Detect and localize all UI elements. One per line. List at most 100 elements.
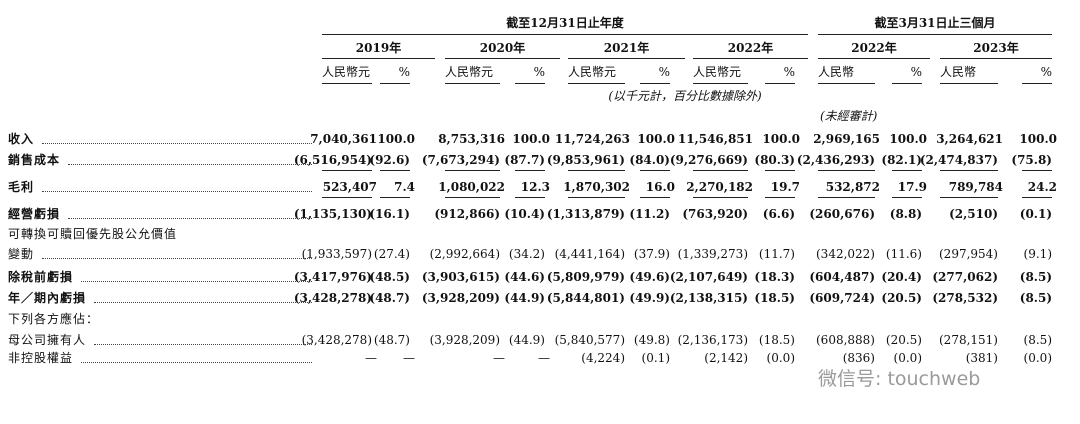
row-label: 非控股權益 (8, 351, 74, 365)
amount-cell: (912,866) (434, 207, 500, 221)
currency-header: 人民幣元 (322, 65, 371, 79)
percent-cell: (20.5) (881, 291, 922, 305)
amount-cell: (3,928,209) (421, 291, 500, 305)
row-label: 變動 (8, 247, 35, 261)
percent-cell: 19.7 (770, 180, 800, 194)
percent-header: % (1040, 65, 1052, 79)
amount-cell: (1,313,879) (546, 207, 625, 221)
row-label: 毛利 (8, 180, 35, 194)
currency-header: 人民幣元 (445, 65, 494, 79)
percent-cell: (9.1) (1023, 247, 1052, 261)
percent-cell: (8.5) (1019, 291, 1052, 305)
dot-leader (68, 164, 312, 165)
year-rule (445, 58, 560, 59)
amount-cell: (2,436,293) (796, 153, 875, 167)
percent-cell: (6.6) (762, 207, 795, 221)
total-rule (892, 170, 922, 171)
percent-cell: (49.9) (629, 291, 670, 305)
amount-cell: 7,040,361 (310, 132, 377, 146)
amount-cell: (1,933,597) (301, 247, 372, 261)
percent-cell: 100.0 (512, 132, 550, 146)
percent-cell: (44.9) (508, 333, 545, 347)
watermark: 微信号: touchweb (818, 368, 981, 390)
group-rule (322, 34, 808, 35)
total-rule (892, 197, 922, 198)
group-title: 截至3月31日止三個月 (874, 16, 996, 30)
amount-cell: (3,903,615) (421, 270, 500, 284)
percent-cell: (75.8) (1011, 153, 1052, 167)
total-rule (322, 170, 372, 171)
percent-cell: 100.0 (1019, 132, 1057, 146)
percent-cell: (11.2) (629, 207, 670, 221)
percent-cell: 12.3 (520, 180, 550, 194)
percent-cell: 7.4 (394, 180, 415, 194)
year-rule (818, 58, 930, 59)
year-header: 2019年 (355, 41, 402, 55)
subheader-rule (445, 83, 500, 84)
amount-cell: (297,954) (939, 247, 998, 261)
total-rule (940, 170, 998, 171)
unit-note: (以千元計，百分比數據除外) (608, 89, 762, 103)
percent-cell: (37.9) (633, 247, 670, 261)
amount-cell: — (365, 351, 377, 365)
amount-cell: (836) (842, 351, 875, 365)
amount-cell: (9,276,669) (669, 153, 748, 167)
total-rule (765, 170, 795, 171)
amount-cell: (2,107,649) (669, 270, 748, 284)
percent-cell: (0.0) (893, 351, 922, 365)
subheader-rule (515, 83, 545, 84)
currency-header: 人民幣元 (693, 65, 742, 79)
row-label: 除稅前虧損 (8, 270, 74, 284)
percent-cell: — (403, 351, 415, 365)
row-label: 經營虧損 (8, 207, 61, 221)
amount-cell: 523,407 (322, 180, 377, 194)
percent-cell: (0.0) (1023, 351, 1052, 365)
percent-cell: (0.0) (766, 351, 795, 365)
percent-cell: (48.7) (373, 333, 410, 347)
amount-cell: (2,510) (949, 207, 998, 221)
total-rule (445, 170, 500, 171)
percent-cell: (18.5) (754, 291, 795, 305)
dot-leader (68, 218, 312, 219)
amount-cell: (3,417,976) (293, 270, 372, 284)
amount-cell: (763,920) (682, 207, 748, 221)
percent-cell: (44.9) (504, 291, 545, 305)
percent-cell: (80.3) (754, 153, 795, 167)
amount-cell: (6,516,954) (293, 153, 372, 167)
year-header: 2023年 (973, 41, 1019, 55)
total-rule (640, 170, 670, 171)
percent-cell: (8.5) (1023, 333, 1052, 347)
percent-cell: 100.0 (637, 132, 675, 146)
amount-cell: 2,969,165 (813, 132, 880, 146)
amount-cell: — (493, 351, 505, 365)
percent-cell: (8.5) (1019, 270, 1052, 284)
percent-cell: (20.5) (885, 333, 922, 347)
amount-cell: (342,022) (816, 247, 875, 261)
percent-cell: (84.0) (629, 153, 670, 167)
currency-header: 人民幣 (940, 65, 977, 79)
percent-cell: (49.8) (633, 333, 670, 347)
currency-header: 人民幣 (818, 65, 855, 79)
percent-cell: (82.1) (881, 153, 922, 167)
row-label: 年／期內虧損 (8, 291, 87, 305)
dot-leader (94, 344, 312, 345)
year-header: 2020年 (479, 41, 526, 55)
amount-cell: (381) (965, 351, 998, 365)
percent-cell: 16.0 (645, 180, 675, 194)
percent-header: % (398, 65, 410, 79)
percent-cell: (11.7) (758, 247, 795, 261)
amount-cell: (2,136,173) (677, 333, 748, 347)
total-rule (1022, 170, 1052, 171)
dot-leader (81, 281, 312, 282)
percent-cell: (20.4) (881, 270, 922, 284)
amount-cell: (1,135,130) (293, 207, 372, 221)
amount-cell: 3,264,621 (936, 132, 1003, 146)
total-rule (1022, 197, 1052, 198)
amount-cell: (5,809,979) (546, 270, 625, 284)
percent-header: % (533, 65, 545, 79)
percent-cell: (87.7) (504, 153, 545, 167)
percent-cell: (49.6) (629, 270, 670, 284)
dot-leader (42, 258, 312, 259)
percent-header: % (783, 65, 795, 79)
